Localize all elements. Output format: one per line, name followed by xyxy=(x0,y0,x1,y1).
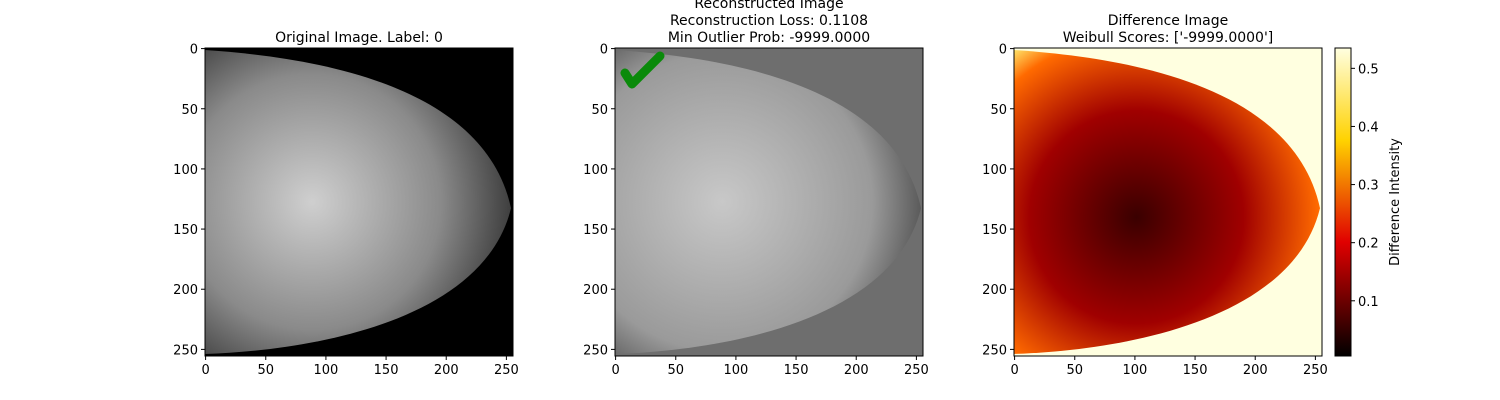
y-tick-label: 250 xyxy=(583,343,608,358)
x-tick-label: 250 xyxy=(1303,363,1328,378)
colorbar-label: Difference Intensity xyxy=(1388,138,1403,266)
axes-title: Reconstructed Image xyxy=(694,0,843,12)
x-tick-label: 50 xyxy=(257,363,274,378)
y-tick-label: 150 xyxy=(982,223,1007,238)
breast-image xyxy=(205,50,511,354)
breast-image xyxy=(615,50,921,354)
axes-title: Original Image. Label: 0 xyxy=(275,30,443,46)
axes-title: Weibull Scores: ['-9999.0000'] xyxy=(1063,30,1274,46)
axes-title: Min Outlier Prob: -9999.0000 xyxy=(668,30,870,46)
y-tick-label: 0 xyxy=(600,43,608,58)
y-tick-label: 250 xyxy=(173,343,198,358)
colorbar-tick-label: 0.4 xyxy=(1358,120,1379,135)
x-tick-label: 200 xyxy=(1243,363,1268,378)
x-tick-label: 100 xyxy=(1123,363,1148,378)
x-tick-label: 150 xyxy=(374,363,399,378)
x-tick-label: 50 xyxy=(1066,363,1083,378)
y-tick-label: 0 xyxy=(999,43,1007,58)
breast-image xyxy=(1014,50,1320,354)
x-tick-label: 100 xyxy=(724,363,749,378)
y-tick-label: 100 xyxy=(982,163,1007,178)
check-mark xyxy=(620,51,665,89)
y-tick-label: 250 xyxy=(982,343,1007,358)
x-tick-label: 50 xyxy=(667,363,684,378)
x-tick-label: 0 xyxy=(611,363,619,378)
x-tick-label: 150 xyxy=(1183,363,1208,378)
y-tick-label: 200 xyxy=(583,283,608,298)
y-tick-label: 150 xyxy=(173,223,198,238)
y-tick-label: 100 xyxy=(173,163,198,178)
axes-frame xyxy=(204,47,514,357)
axes-frame xyxy=(1013,47,1323,357)
y-tick-label: 200 xyxy=(982,283,1007,298)
y-tick-label: 50 xyxy=(990,103,1007,118)
x-tick-label: 250 xyxy=(494,363,519,378)
y-tick-label: 200 xyxy=(173,283,198,298)
colorbar-tick-label: 0.5 xyxy=(1358,62,1379,77)
y-tick-label: 50 xyxy=(591,103,608,118)
x-tick-label: 100 xyxy=(314,363,339,378)
colorbar-tick-label: 0.2 xyxy=(1358,237,1379,252)
axes-title: Difference Image xyxy=(1108,13,1228,29)
x-tick-label: 200 xyxy=(434,363,459,378)
y-tick-label: 100 xyxy=(583,163,608,178)
colorbar-tick-label: 0.1 xyxy=(1358,295,1379,310)
x-tick-label: 0 xyxy=(201,363,209,378)
x-tick-label: 200 xyxy=(844,363,869,378)
x-tick-label: 250 xyxy=(904,363,929,378)
x-tick-label: 0 xyxy=(1010,363,1018,378)
y-tick-label: 150 xyxy=(583,223,608,238)
x-tick-label: 150 xyxy=(784,363,809,378)
colorbar xyxy=(1334,47,1352,357)
y-tick-label: 0 xyxy=(190,43,198,58)
axes-frame xyxy=(614,47,924,357)
colorbar-tick-label: 0.3 xyxy=(1358,179,1379,194)
axes-title: Reconstruction Loss: 0.1108 xyxy=(670,13,868,29)
y-tick-label: 50 xyxy=(181,103,198,118)
